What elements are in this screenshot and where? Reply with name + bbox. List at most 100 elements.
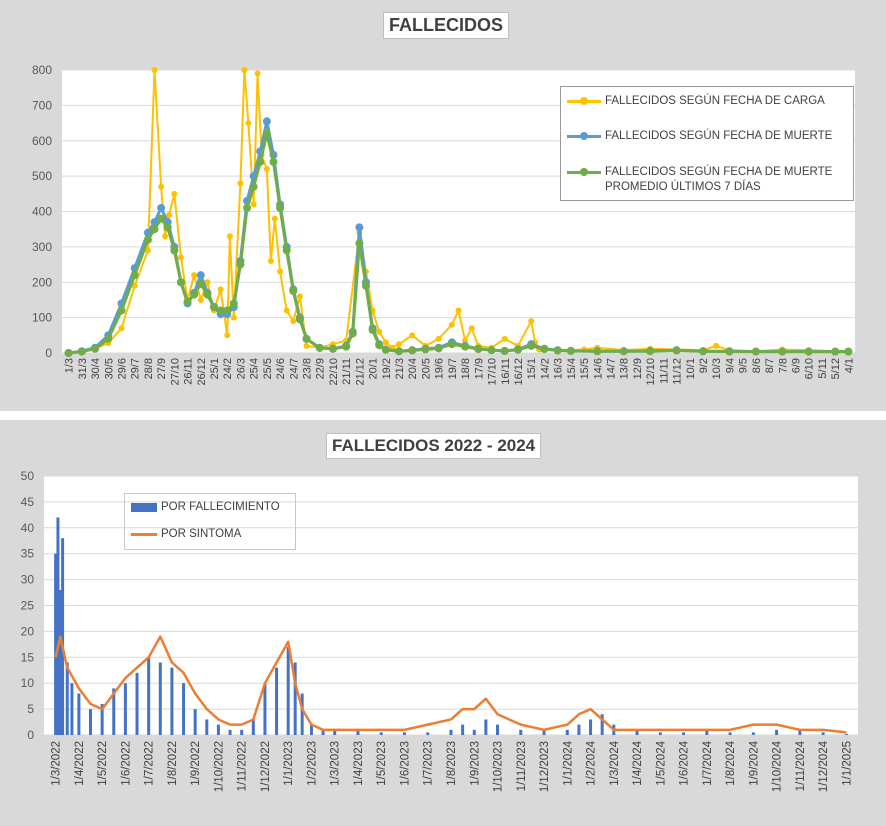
y-tick-label-2: 25 — [21, 599, 35, 613]
data-point-2 — [619, 347, 628, 356]
bar-fallecimiento — [426, 732, 430, 735]
data-point-2 — [355, 239, 364, 248]
data-point-0 — [171, 190, 178, 197]
x-tick-label-2: 1/7/2023 — [423, 741, 435, 786]
x-tick-label: 29/7 — [130, 358, 142, 379]
y-tick-label: 700 — [32, 98, 52, 112]
data-point-2 — [256, 157, 265, 166]
data-point-2 — [500, 346, 509, 355]
data-point-2 — [487, 346, 496, 355]
data-point-2 — [276, 203, 285, 212]
x-tick-label-2: 1/8/2023 — [446, 741, 458, 786]
y-tick-label-2: 5 — [27, 702, 34, 716]
bar-fallecimiento — [293, 662, 297, 735]
x-tick-label: 19/6 — [434, 358, 446, 379]
legend-label-muerte: FALLECIDOS SEGÚN FECHA DE MUERTE — [605, 130, 833, 142]
data-point-0 — [226, 233, 233, 240]
data-point-2 — [699, 347, 708, 356]
x-tick-label: 19/7 — [447, 358, 459, 379]
data-point-2 — [295, 315, 304, 324]
data-point-2 — [474, 345, 483, 354]
data-point-2 — [566, 346, 575, 355]
bar-fallecimiento — [158, 662, 162, 735]
data-point-2 — [461, 342, 470, 351]
bar-fallecimiento — [472, 729, 476, 735]
data-point-2 — [196, 280, 205, 289]
bar-fallecimiento — [228, 729, 232, 735]
bar-fallecimiento — [333, 729, 337, 735]
x-tick-label: 29/6 — [116, 358, 128, 379]
data-point-0 — [191, 272, 198, 279]
legend-swatch-fallecimiento — [131, 503, 157, 512]
data-point-2 — [190, 290, 199, 299]
x-tick-label-2: 1/7/2022 — [144, 741, 156, 786]
y-tick-label-2: 20 — [21, 624, 35, 638]
data-point-0 — [118, 325, 125, 332]
x-tick-label-2: 1/4/2024 — [632, 740, 644, 785]
data-point-0 — [376, 328, 383, 335]
x-tick-label: 24/2 — [222, 358, 234, 379]
legend-label-fallecimiento: POR FALLECIMIENTO — [161, 501, 280, 513]
data-point-0 — [501, 335, 508, 342]
data-point-0 — [448, 321, 455, 328]
bar-fallecimiento — [449, 729, 453, 735]
data-point-2 — [408, 346, 417, 355]
data-point-2 — [157, 214, 166, 223]
x-tick-label: 23/8 — [302, 358, 314, 379]
data-point-0 — [277, 268, 284, 275]
x-tick-label: 5/11 — [817, 358, 829, 379]
data-point-2 — [236, 260, 245, 269]
y-tick-label-2: 0 — [27, 728, 34, 742]
y-tick-label-2: 10 — [21, 676, 35, 690]
bar-fallecimiento — [565, 729, 569, 735]
bar-fallecimiento — [100, 703, 104, 735]
y-tick-label: 600 — [32, 134, 52, 148]
bar-fallecimiento — [542, 729, 546, 735]
data-point-0 — [204, 279, 211, 286]
y-tick-label: 800 — [32, 63, 52, 77]
data-point-2 — [203, 290, 212, 299]
data-point-0 — [468, 325, 475, 332]
x-tick-label: 19/2 — [381, 358, 393, 379]
x-tick-label-2: 1/10/2024 — [772, 740, 784, 792]
data-point-2 — [646, 347, 655, 356]
fallecidos-chart-svg: 0 100 200 300 400 500 600 700 800 1/3 31/3 30/4 30/5… — [32, 63, 855, 386]
x-tick-label: 21/3 — [394, 358, 406, 379]
x-tick-label: 30/4 — [90, 358, 102, 379]
data-point-0 — [303, 342, 310, 349]
bar-fallecimiento — [286, 646, 290, 735]
data-point-2 — [421, 345, 430, 354]
bar-fallecimiento — [147, 657, 151, 735]
x-tick-label: 4/1 — [843, 358, 855, 373]
x-tick-label: 14/2 — [539, 358, 551, 379]
x-tick-label-2: 1/7/2024 — [702, 740, 714, 785]
x-tick-label: 5/12 — [830, 358, 842, 379]
data-point-0 — [217, 286, 224, 293]
data-point-2 — [91, 344, 100, 353]
x-tick-label: 25/1 — [209, 358, 221, 379]
x-tick-label-2: 1/11/2024 — [795, 740, 807, 791]
bar-fallecimiento — [751, 732, 755, 735]
y-tick-label: 400 — [32, 205, 52, 219]
data-point-2 — [150, 225, 159, 234]
y-tick-label-2: 40 — [21, 521, 35, 535]
bar-fallecimiento — [216, 724, 220, 735]
data-point-0 — [131, 282, 138, 289]
x-tick-label: 21/11 — [341, 358, 353, 385]
data-point-0 — [151, 67, 158, 73]
chart-title: FALLECIDOS — [383, 12, 510, 39]
y-tick-label: 0 — [45, 346, 52, 360]
bar-fallecimiento — [321, 729, 325, 735]
data-point-0 — [241, 67, 248, 73]
x-tick-label: 10/1 — [685, 358, 697, 379]
data-point-2 — [328, 344, 337, 353]
data-point-0 — [245, 120, 252, 127]
x-tick-label: 16/11 — [500, 358, 512, 385]
data-point-1 — [355, 223, 364, 232]
bar-fallecimiento — [356, 729, 360, 735]
x-tick-label: 22/10 — [328, 358, 340, 386]
fallecidos-2022-2024-chart-svg: 0 5 10 15 20 25 30 35 40 45 50 1/3/2022 1/4/2022 1/5/… — [21, 469, 858, 792]
data-point-2 — [778, 347, 787, 356]
x-tick-label: 27/9 — [156, 358, 168, 379]
data-point-2 — [176, 278, 185, 287]
